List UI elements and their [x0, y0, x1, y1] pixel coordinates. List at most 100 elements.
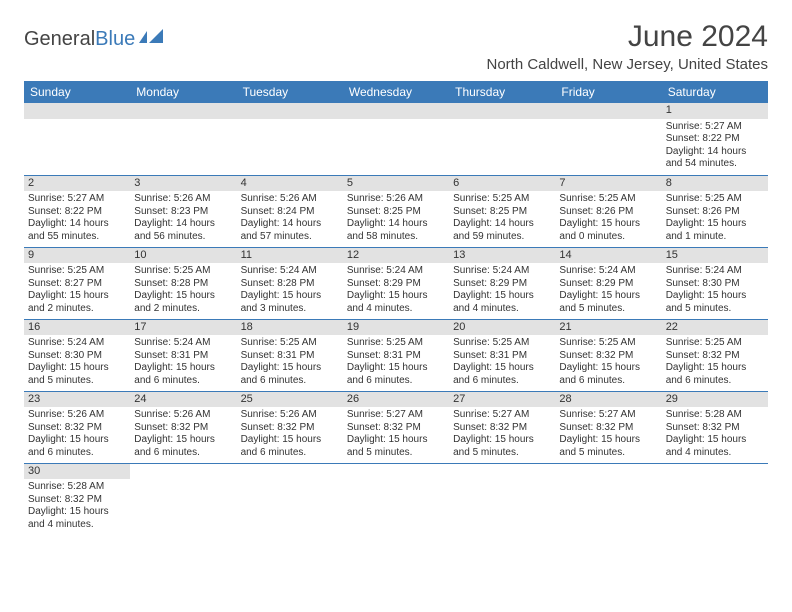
calendar-row: 1Sunrise: 5:27 AMSunset: 8:22 PMDaylight…: [24, 103, 768, 175]
sunset-text: Sunset: 8:32 PM: [28, 494, 126, 507]
day-number: 4: [237, 176, 343, 192]
daylight1-text: Daylight: 15 hours: [559, 434, 657, 447]
sunset-text: Sunset: 8:25 PM: [347, 206, 445, 219]
calendar-cell: 23Sunrise: 5:26 AMSunset: 8:32 PMDayligh…: [24, 391, 130, 463]
calendar-cell: 4Sunrise: 5:26 AMSunset: 8:24 PMDaylight…: [237, 175, 343, 247]
sunrise-text: Sunrise: 5:28 AM: [28, 481, 126, 494]
calendar-cell: 26Sunrise: 5:27 AMSunset: 8:32 PMDayligh…: [343, 391, 449, 463]
sunrise-text: Sunrise: 5:27 AM: [28, 193, 126, 206]
calendar-row: 16Sunrise: 5:24 AMSunset: 8:30 PMDayligh…: [24, 319, 768, 391]
calendar-cell: [237, 463, 343, 535]
calendar-cell: 7Sunrise: 5:25 AMSunset: 8:26 PMDaylight…: [555, 175, 661, 247]
daylight1-text: Daylight: 15 hours: [347, 290, 445, 303]
sunset-text: Sunset: 8:28 PM: [241, 278, 339, 291]
sunset-text: Sunset: 8:28 PM: [134, 278, 232, 291]
daynum-bar: [130, 103, 236, 119]
sunset-text: Sunset: 8:22 PM: [666, 133, 764, 146]
sunrise-text: Sunrise: 5:26 AM: [241, 193, 339, 206]
daylight1-text: Daylight: 15 hours: [241, 362, 339, 375]
daylight1-text: Daylight: 15 hours: [453, 290, 551, 303]
calendar-cell: 11Sunrise: 5:24 AMSunset: 8:28 PMDayligh…: [237, 247, 343, 319]
daylight2-text: and 59 minutes.: [453, 231, 551, 244]
calendar-cell: [343, 463, 449, 535]
sunrise-text: Sunrise: 5:24 AM: [134, 337, 232, 350]
location: North Caldwell, New Jersey, United State…: [487, 56, 769, 73]
calendar-cell: 13Sunrise: 5:24 AMSunset: 8:29 PMDayligh…: [449, 247, 555, 319]
calendar-cell: 1Sunrise: 5:27 AMSunset: 8:22 PMDaylight…: [662, 103, 768, 175]
daylight1-text: Daylight: 15 hours: [28, 362, 126, 375]
daylight2-text: and 2 minutes.: [134, 303, 232, 316]
daylight2-text: and 5 minutes.: [559, 303, 657, 316]
calendar-cell: [130, 463, 236, 535]
month-title: June 2024: [487, 20, 769, 54]
daynum-bar: [449, 103, 555, 119]
day-number: 20: [449, 320, 555, 336]
day-number: 29: [662, 392, 768, 408]
daylight2-text: and 2 minutes.: [28, 303, 126, 316]
sunrise-text: Sunrise: 5:25 AM: [453, 337, 551, 350]
daylight2-text: and 6 minutes.: [666, 375, 764, 388]
calendar-cell: 2Sunrise: 5:27 AMSunset: 8:22 PMDaylight…: [24, 175, 130, 247]
daylight1-text: Daylight: 15 hours: [666, 218, 764, 231]
daylight1-text: Daylight: 15 hours: [453, 362, 551, 375]
sunrise-text: Sunrise: 5:26 AM: [134, 409, 232, 422]
calendar-cell: 27Sunrise: 5:27 AMSunset: 8:32 PMDayligh…: [449, 391, 555, 463]
calendar-cell: 14Sunrise: 5:24 AMSunset: 8:29 PMDayligh…: [555, 247, 661, 319]
calendar-row: 30Sunrise: 5:28 AMSunset: 8:32 PMDayligh…: [24, 463, 768, 535]
calendar-cell: 22Sunrise: 5:25 AMSunset: 8:32 PMDayligh…: [662, 319, 768, 391]
sunrise-text: Sunrise: 5:25 AM: [28, 265, 126, 278]
calendar-cell: 18Sunrise: 5:25 AMSunset: 8:31 PMDayligh…: [237, 319, 343, 391]
daylight2-text: and 3 minutes.: [241, 303, 339, 316]
day-number: 23: [24, 392, 130, 408]
daylight1-text: Daylight: 15 hours: [28, 290, 126, 303]
day-number: 24: [130, 392, 236, 408]
calendar-cell: 12Sunrise: 5:24 AMSunset: 8:29 PMDayligh…: [343, 247, 449, 319]
sunset-text: Sunset: 8:32 PM: [28, 422, 126, 435]
sunset-text: Sunset: 8:26 PM: [666, 206, 764, 219]
daylight1-text: Daylight: 15 hours: [666, 434, 764, 447]
day-number: 1: [662, 103, 768, 119]
calendar-cell: 29Sunrise: 5:28 AMSunset: 8:32 PMDayligh…: [662, 391, 768, 463]
daylight1-text: Daylight: 15 hours: [559, 290, 657, 303]
sunset-text: Sunset: 8:29 PM: [453, 278, 551, 291]
day-number: 17: [130, 320, 236, 336]
sunrise-text: Sunrise: 5:26 AM: [347, 193, 445, 206]
sunset-text: Sunset: 8:30 PM: [666, 278, 764, 291]
daylight1-text: Daylight: 15 hours: [134, 362, 232, 375]
sunset-text: Sunset: 8:24 PM: [241, 206, 339, 219]
sunset-text: Sunset: 8:29 PM: [347, 278, 445, 291]
sunrise-text: Sunrise: 5:27 AM: [453, 409, 551, 422]
daylight2-text: and 56 minutes.: [134, 231, 232, 244]
sunset-text: Sunset: 8:26 PM: [559, 206, 657, 219]
daylight1-text: Daylight: 15 hours: [453, 434, 551, 447]
sunrise-text: Sunrise: 5:26 AM: [241, 409, 339, 422]
sunrise-text: Sunrise: 5:25 AM: [666, 193, 764, 206]
calendar-cell: 24Sunrise: 5:26 AMSunset: 8:32 PMDayligh…: [130, 391, 236, 463]
day-header: Saturday: [662, 81, 768, 103]
daylight1-text: Daylight: 14 hours: [28, 218, 126, 231]
day-number: 25: [237, 392, 343, 408]
daylight1-text: Daylight: 15 hours: [28, 506, 126, 519]
daylight2-text: and 6 minutes.: [347, 375, 445, 388]
sunrise-text: Sunrise: 5:25 AM: [666, 337, 764, 350]
day-number: 12: [343, 248, 449, 264]
daylight2-text: and 58 minutes.: [347, 231, 445, 244]
sunset-text: Sunset: 8:32 PM: [559, 422, 657, 435]
sunset-text: Sunset: 8:32 PM: [241, 422, 339, 435]
daynum-bar: [237, 103, 343, 119]
sunset-text: Sunset: 8:32 PM: [453, 422, 551, 435]
sunrise-text: Sunrise: 5:25 AM: [134, 265, 232, 278]
day-number: 2: [24, 176, 130, 192]
sunrise-text: Sunrise: 5:27 AM: [666, 121, 764, 134]
sunset-text: Sunset: 8:31 PM: [241, 350, 339, 363]
daylight2-text: and 6 minutes.: [134, 375, 232, 388]
daylight2-text: and 55 minutes.: [28, 231, 126, 244]
sunset-text: Sunset: 8:23 PM: [134, 206, 232, 219]
calendar-row: 2Sunrise: 5:27 AMSunset: 8:22 PMDaylight…: [24, 175, 768, 247]
sunset-text: Sunset: 8:31 PM: [347, 350, 445, 363]
sunrise-text: Sunrise: 5:25 AM: [241, 337, 339, 350]
calendar-table: Sunday Monday Tuesday Wednesday Thursday…: [24, 81, 768, 535]
day-header: Friday: [555, 81, 661, 103]
daylight1-text: Daylight: 15 hours: [666, 362, 764, 375]
daynum-bar: [555, 103, 661, 119]
